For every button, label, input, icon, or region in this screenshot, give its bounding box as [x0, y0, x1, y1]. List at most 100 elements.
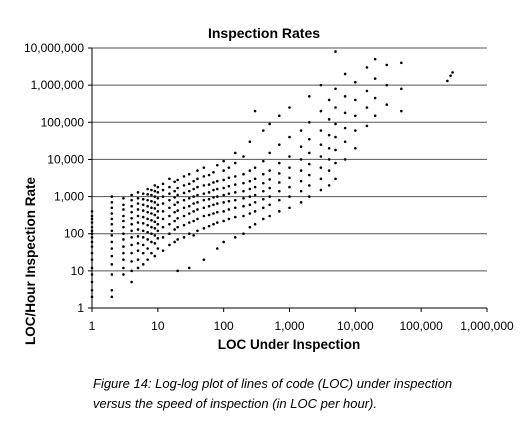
data-point [288, 176, 291, 180]
data-point [141, 243, 145, 247]
x-tick-label: 1,000,000 [460, 319, 514, 333]
data-point [202, 166, 206, 169]
data-point [150, 232, 153, 236]
data-point [233, 151, 237, 155]
data-point [146, 217, 149, 221]
data-point [168, 214, 171, 218]
data-point [319, 83, 323, 87]
data-point [130, 210, 133, 214]
data-point [136, 214, 140, 218]
data-point [449, 74, 452, 77]
data-point [192, 219, 195, 223]
data-point [253, 210, 257, 213]
data-point [110, 222, 114, 226]
data-point [262, 172, 265, 176]
data-point [278, 210, 281, 213]
data-point [110, 247, 114, 250]
data-point [153, 201, 157, 204]
data-point [308, 120, 311, 124]
data-point [182, 236, 186, 239]
data-point [187, 196, 191, 200]
data-point [233, 236, 237, 239]
data-point [242, 189, 245, 193]
data-point [161, 182, 165, 186]
data-point [319, 188, 323, 192]
data-point [288, 166, 291, 169]
data-point [299, 129, 303, 132]
data-point [288, 185, 291, 189]
data-point [153, 234, 157, 237]
data-point [146, 187, 149, 191]
data-point [182, 175, 186, 178]
data-point [253, 201, 257, 204]
data-point [253, 185, 257, 189]
data-point [156, 216, 160, 219]
data-point [150, 240, 153, 244]
data-point [110, 212, 114, 215]
data-point [90, 225, 94, 229]
data-point [262, 181, 265, 185]
data-point [278, 189, 281, 193]
data-point [278, 172, 281, 175]
data-point [150, 218, 153, 222]
data-point [196, 185, 199, 189]
y-tick-label: 1,000 [54, 190, 84, 204]
data-point [248, 225, 252, 229]
data-point [192, 179, 195, 183]
data-point [212, 171, 215, 174]
data-point [288, 206, 291, 210]
data-point [141, 209, 145, 212]
data-point [227, 217, 231, 221]
data-point [168, 206, 171, 210]
data-point [141, 251, 145, 255]
data-point [110, 273, 114, 276]
data-point [130, 280, 133, 284]
data-point [268, 214, 271, 218]
data-point [343, 72, 347, 76]
data-point [153, 254, 157, 258]
data-point [122, 203, 125, 207]
data-point [343, 126, 347, 130]
figure-caption: Figure 14: Log-log plot of lines of code… [93, 376, 453, 411]
data-point [319, 166, 323, 169]
data-point [242, 232, 245, 236]
data-point [90, 240, 94, 244]
data-point [268, 186, 271, 190]
data-point [222, 240, 225, 244]
data-point [233, 215, 237, 219]
data-point [161, 225, 165, 229]
data-point [308, 137, 311, 141]
data-point [334, 161, 337, 165]
y-axis-label: LOC/Hour Inspection Rate [23, 177, 38, 346]
data-point [222, 219, 225, 223]
data-point [334, 87, 337, 91]
data-point [212, 196, 215, 199]
y-tick-label: 10 [71, 264, 85, 278]
data-point [168, 222, 171, 226]
data-point [354, 80, 357, 84]
data-point [187, 189, 191, 193]
data-point [168, 198, 171, 202]
data-point [146, 198, 149, 202]
data-point [268, 203, 271, 207]
data-point [173, 210, 176, 214]
data-point [150, 193, 153, 197]
data-point [168, 177, 171, 181]
data-point [110, 263, 114, 266]
data-point [153, 226, 157, 230]
data-point [400, 109, 403, 113]
data-point [173, 240, 176, 244]
data-point [334, 106, 337, 109]
data-point [202, 192, 206, 195]
data-point [173, 203, 176, 207]
data-point [141, 192, 145, 195]
data-point [227, 199, 231, 203]
data-point [334, 148, 337, 152]
data-point [215, 202, 219, 205]
data-point [136, 196, 140, 200]
data-point [90, 236, 94, 239]
data-point [299, 189, 303, 193]
data-point [343, 95, 347, 98]
data-point [319, 155, 323, 158]
data-point [196, 193, 199, 197]
